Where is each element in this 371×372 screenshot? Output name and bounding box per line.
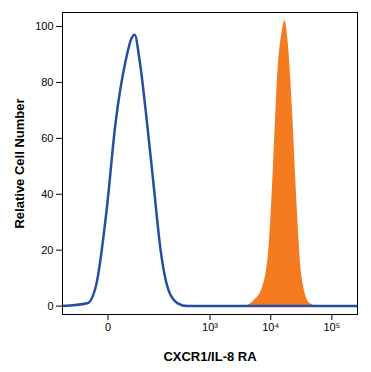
svg-text:CXCR1/IL-8 RA: CXCR1/IL-8 RA	[163, 349, 257, 364]
svg-text:0: 0	[105, 321, 111, 333]
svg-text:40: 40	[41, 188, 53, 200]
svg-text:80: 80	[41, 76, 53, 88]
svg-text:Relative Cell Number: Relative Cell Number	[12, 98, 27, 228]
svg-text:60: 60	[41, 132, 53, 144]
svg-text:0: 0	[47, 300, 53, 312]
svg-text:20: 20	[41, 244, 53, 256]
svg-text:10⁴: 10⁴	[262, 321, 279, 333]
svg-text:10⁵: 10⁵	[323, 321, 340, 333]
svg-text:100: 100	[35, 20, 53, 32]
svg-text:10³: 10³	[202, 321, 218, 333]
